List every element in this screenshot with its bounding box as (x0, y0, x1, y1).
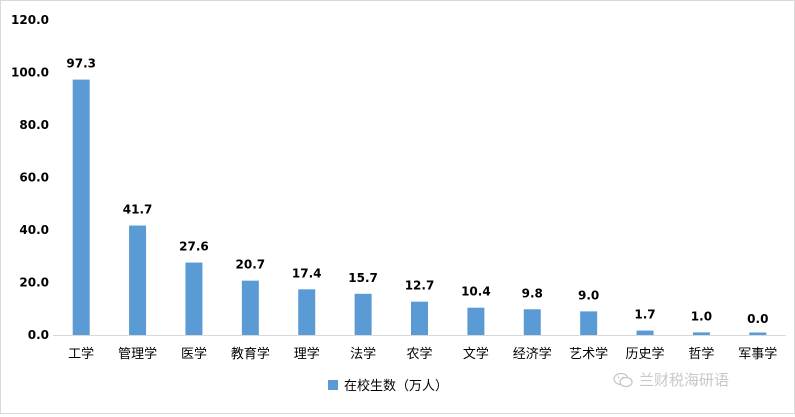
bar (129, 225, 147, 335)
bar (298, 289, 316, 335)
x-category-label: 医学 (181, 346, 207, 362)
bar (241, 280, 259, 335)
x-category-label: 经济学 (513, 346, 552, 362)
data-label: 9.8 (522, 286, 543, 300)
y-tick-label: 60.0 (19, 171, 49, 185)
x-category-label: 法学 (350, 346, 376, 362)
x-category-label: 管理学 (118, 346, 157, 362)
x-category-label: 理学 (294, 346, 320, 362)
y-tick-label: 80.0 (19, 118, 49, 132)
y-tick-label: 100.0 (11, 66, 49, 80)
data-label: 17.4 (292, 266, 322, 280)
data-label: 12.7 (405, 279, 435, 293)
watermark: 兰财税海研语 (613, 369, 729, 390)
bar (749, 332, 767, 335)
legend-swatch (328, 380, 338, 390)
bar (185, 262, 203, 335)
x-category-label: 农学 (406, 346, 432, 362)
x-category-label: 哲学 (688, 346, 714, 362)
x-category-label: 军事学 (738, 346, 777, 362)
bar (580, 311, 598, 335)
x-category-label: 教育学 (231, 346, 270, 362)
bar (72, 79, 90, 336)
data-label: 27.6 (179, 240, 209, 254)
watermark-text: 兰财税海研语 (639, 371, 730, 389)
x-category-label: 历史学 (626, 346, 665, 362)
data-label: 1.7 (634, 308, 655, 322)
data-label: 0.0 (747, 312, 768, 326)
x-category-label: 文学 (463, 346, 489, 362)
bar (692, 332, 710, 335)
data-label: 15.7 (348, 271, 378, 285)
data-label: 9.0 (578, 288, 599, 302)
y-tick-label: 20.0 (19, 276, 49, 290)
bar (523, 309, 541, 335)
bar (467, 307, 485, 335)
bar (354, 293, 372, 335)
data-label: 1.0 (691, 309, 712, 323)
legend-label: 在校生数（万人） (344, 378, 448, 394)
data-label: 41.7 (123, 203, 153, 217)
data-label: 10.4 (461, 285, 491, 299)
wechat-icon (613, 372, 633, 387)
y-tick-label: 0.0 (28, 328, 49, 342)
y-tick-label: 40.0 (19, 223, 49, 237)
data-label: 20.7 (236, 258, 266, 272)
x-category-label: 艺术学 (569, 346, 608, 362)
y-tick-label: 120.0 (11, 13, 49, 27)
x-category-label: 工学 (68, 346, 94, 362)
bar (411, 301, 428, 335)
bar (636, 330, 654, 335)
data-label: 97.3 (66, 57, 96, 71)
